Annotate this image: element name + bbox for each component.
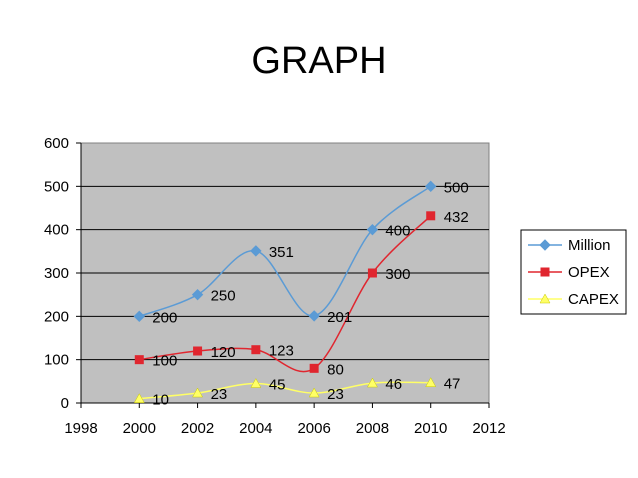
x-tick-label: 2008 xyxy=(356,420,389,437)
axes: 0 100 200 300 400 500 600 1998 2000 2002 2004 2006 2… xyxy=(44,135,506,437)
data-label-opex: 432 xyxy=(444,209,469,226)
data-label-million: 351 xyxy=(269,244,294,261)
y-tick-label: 600 xyxy=(44,135,69,152)
chart-title: GRAPH xyxy=(251,40,387,82)
series-group xyxy=(133,180,437,403)
data-label-opex: 120 xyxy=(211,344,236,361)
y-tick-label: 0 xyxy=(61,395,69,412)
data-label-million: 200 xyxy=(152,309,177,326)
x-tick-label: 2000 xyxy=(123,420,156,437)
legend-marker-opex xyxy=(540,267,550,277)
legend-label-opex: OPEX xyxy=(568,264,610,281)
data-label-opex: 100 xyxy=(152,353,177,370)
gridlines xyxy=(81,185,489,361)
data-label-capex: 23 xyxy=(327,386,344,403)
data-point-million xyxy=(133,310,145,323)
data-label-capex: 45 xyxy=(269,377,286,394)
data-point-million xyxy=(250,245,262,257)
data-point-million xyxy=(308,310,320,322)
data-point-capex xyxy=(250,377,262,388)
data-point-million xyxy=(425,180,437,193)
legend-marker-million xyxy=(539,239,551,251)
data-label-capex: 10 xyxy=(152,392,169,409)
series-line-capex xyxy=(139,381,431,400)
data-point-capex xyxy=(367,377,378,388)
legend-marker-capex xyxy=(539,293,551,304)
data-label-opex: 80 xyxy=(327,361,344,378)
data-label-capex: 47 xyxy=(444,376,461,393)
data-point-million xyxy=(191,288,204,301)
x-tick-label: 2002 xyxy=(181,420,214,437)
legend-label-million: Million xyxy=(568,237,611,254)
data-point-capex xyxy=(192,387,203,398)
data-label-million: 400 xyxy=(385,223,410,240)
data-label-capex: 46 xyxy=(385,376,402,393)
legend-label-capex: CAPEX xyxy=(568,291,619,308)
legend: Million OPEX CAPEX xyxy=(520,229,627,315)
x-tick-label: 2006 xyxy=(297,420,330,437)
y-tick-label: 500 xyxy=(44,178,69,195)
y-tick-label: 300 xyxy=(44,265,69,282)
data-label-million: 201 xyxy=(327,309,352,326)
x-tick-label: 2012 xyxy=(472,420,505,437)
data-label-million: 250 xyxy=(211,288,236,305)
data-point-capex xyxy=(133,393,145,403)
data-point-million xyxy=(366,223,379,236)
data-point-capex xyxy=(425,377,437,387)
data-point-opex xyxy=(426,211,436,221)
data-point-opex xyxy=(367,268,377,278)
x-tick-label: 2004 xyxy=(239,420,272,437)
data-label-million: 500 xyxy=(444,179,469,196)
x-tick-label: 1998 xyxy=(64,420,97,437)
data-point-opex xyxy=(309,363,319,373)
data-labels: 200 250 351 201 400 500 100 120 123 80 300 432 10 23 4… xyxy=(152,179,468,408)
y-tick-label: 100 xyxy=(44,352,69,369)
data-label-capex: 23 xyxy=(211,386,228,403)
y-tick-label: 400 xyxy=(44,222,69,239)
y-tick-label: 200 xyxy=(44,308,69,325)
data-label-opex: 300 xyxy=(385,266,410,283)
data-point-opex xyxy=(193,346,203,356)
data-label-opex: 123 xyxy=(269,343,294,360)
data-point-capex xyxy=(308,387,320,398)
x-tick-label: 2010 xyxy=(414,420,447,437)
data-point-opex xyxy=(251,345,261,355)
data-point-opex xyxy=(134,355,144,365)
